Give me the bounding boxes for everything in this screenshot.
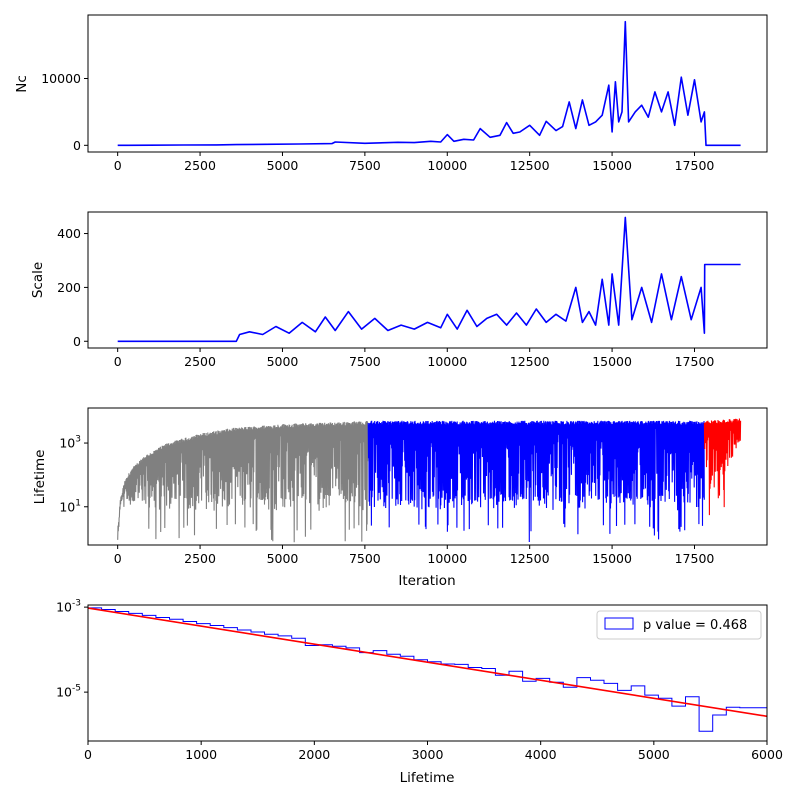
lifetime-trace-blue-series: [367, 420, 705, 543]
scale-series: [117, 216, 741, 343]
lifetime-trace-gray-series: [117, 420, 369, 543]
lifetime-trace-y-axis-label: Lifetime: [32, 450, 48, 505]
scale-x-tick-label: 5000: [267, 354, 299, 369]
scale-x-tick-label: 0: [114, 354, 122, 369]
nc-x-ticks: 0 2500 5000 7500 10000 12500 15000 17500: [114, 152, 715, 173]
lifetime-hist-x-tick-label: 6000: [751, 747, 783, 762]
lifetime-trace-red-series: [703, 418, 742, 516]
lifetime-trace-x-tick-label: 2500: [184, 551, 216, 566]
nc-x-tick-label: 5000: [267, 158, 299, 173]
nc-series: [117, 20, 741, 147]
lifetime-hist-x-ticks: 0 1000 2000 3000 4000 5000 6000: [84, 741, 783, 762]
scale-x-ticks: 0 2500 5000 7500 10000 12500 15000 17500: [114, 348, 715, 369]
nc-x-tick-label: 2500: [184, 158, 216, 173]
nc-x-tick-label: 10000: [427, 158, 467, 173]
legend-box: [596, 610, 762, 640]
scale-y-tick-label: 0: [73, 334, 81, 349]
lifetime-trace-x-tick-label: 0: [114, 551, 122, 566]
lifetime-trace-x-tick-label: 12500: [510, 551, 550, 566]
nc-x-tick-label: 12500: [510, 158, 550, 173]
lifetime-trace-y-tick-label: 101: [59, 498, 81, 514]
lifetime-hist-y-tick-label: 10-3: [56, 599, 81, 615]
lifetime-hist-y-tick-label: 10-5: [56, 684, 81, 700]
lifetime-trace-series: [117, 418, 742, 543]
lifetime-hist-series: [88, 607, 767, 732]
scale-line: [117, 216, 741, 343]
lifetime-trace-x-axis-label: Iteration: [398, 573, 455, 589]
scale-x-tick-label: 10000: [427, 354, 467, 369]
nc-y-tick-label: 0: [73, 138, 81, 153]
legend-swatch: [604, 617, 634, 630]
panel-lifetime-hist: 0 1000 2000 3000 4000 5000 6000 10-5 10-3 Lifet…: [56, 599, 783, 786]
lifetime-hist-x-tick-label: 1000: [185, 747, 217, 762]
lifetime-trace-y-tick-label: 103: [59, 435, 81, 451]
lifetime-trace-x-tick-label: 10000: [427, 551, 467, 566]
lifetime-hist-x-tick-label: 0: [84, 747, 92, 762]
legend: p value = 0.468: [596, 610, 762, 640]
nc-axes-frame: [87, 14, 768, 153]
nc-line: [117, 20, 741, 147]
lifetime-trace-y-ticks: 101 103: [59, 435, 88, 514]
panel-nc: 0 2500 5000 7500 10000 12500 15000 17500 0 10000…: [14, 14, 768, 173]
lifetime-trace-axes-frame: [87, 407, 768, 546]
scale-y-tick-label: 200: [57, 280, 81, 295]
lifetime-hist-x-tick-label: 4000: [525, 747, 557, 762]
scale-y-tick-label: 400: [57, 226, 81, 241]
scale-x-tick-label: 15000: [592, 354, 632, 369]
panel-scale: 0 2500 5000 7500 10000 12500 15000 17500 0 200 40…: [30, 211, 768, 369]
nc-y-axis-label: Nc: [14, 75, 30, 93]
exponential-fit-line: [88, 607, 767, 718]
scale-axes-frame: [87, 211, 768, 349]
nc-y-ticks: 0 10000: [41, 71, 88, 153]
scale-y-ticks: 0 200 400: [57, 226, 88, 349]
lifetime-trace-x-tick-label: 17500: [675, 551, 715, 566]
lifetime-hist-y-ticks: 10-5 10-3: [56, 599, 88, 700]
lifetime-trace-x-tick-label: 15000: [592, 551, 632, 566]
nc-x-tick-label: 7500: [349, 158, 381, 173]
scale-x-tick-label: 7500: [349, 354, 381, 369]
scale-x-tick-label: 12500: [510, 354, 550, 369]
lifetime-hist-x-axis-label: Lifetime: [400, 770, 455, 786]
lifetime-trace-x-ticks: 0 2500 5000 7500 10000 12500 15000 17500: [114, 545, 715, 566]
scale-y-axis-label: Scale: [30, 262, 46, 298]
nc-x-tick-label: 0: [114, 158, 122, 173]
lifetime-trace-x-tick-label: 7500: [349, 551, 381, 566]
lifetime-hist-x-tick-label: 2000: [298, 747, 330, 762]
scale-x-tick-label: 2500: [184, 354, 216, 369]
lifetime-trace-x-tick-label: 5000: [267, 551, 299, 566]
legend-label: p value = 0.468: [643, 618, 747, 633]
lifetime-hist-x-tick-label: 3000: [412, 747, 444, 762]
scale-x-tick-label: 17500: [675, 354, 715, 369]
lifetime-hist-x-tick-label: 5000: [638, 747, 670, 762]
nc-x-tick-label: 15000: [592, 158, 632, 173]
nc-y-tick-label: 10000: [41, 71, 81, 86]
panel-lifetime-trace: 0 2500 5000 7500 10000 12500 15000 17500 101 103…: [32, 407, 768, 589]
nc-x-tick-label: 17500: [675, 158, 715, 173]
lifetime-histogram-steps: [88, 607, 767, 732]
